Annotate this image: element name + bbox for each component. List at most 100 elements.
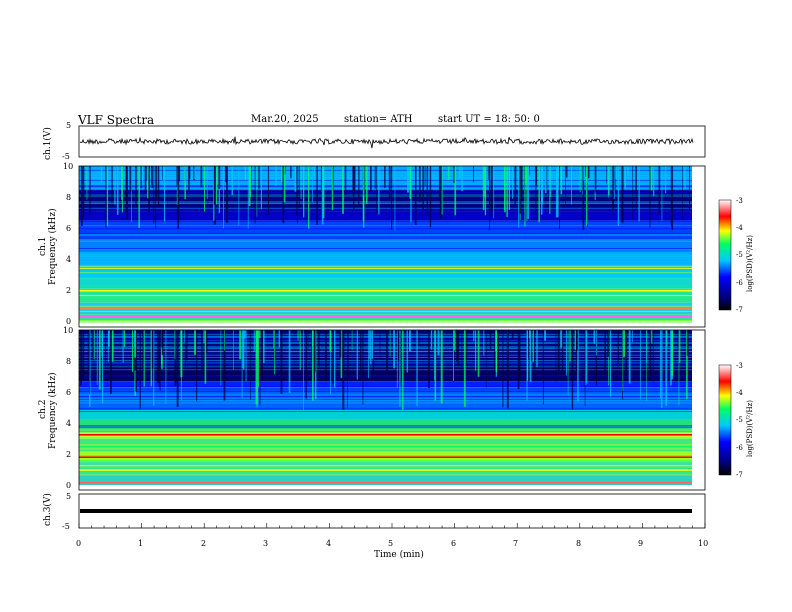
- spectrogram-sferic: [144, 166, 147, 194]
- spectrogram-band: [79, 485, 692, 490]
- spectrogram-sferic: [485, 330, 487, 388]
- spectrogram-sferic: [533, 330, 535, 376]
- spectrogram-sferic: [569, 330, 571, 362]
- spectrogram-sferic: [428, 330, 430, 389]
- spectrogram-sferic: [188, 166, 191, 179]
- spectrogram-sferic: [473, 330, 475, 342]
- spectrogram-sferic: [632, 330, 633, 343]
- spectrogram-band: [79, 474, 692, 486]
- spectrogram-line: [79, 300, 692, 302]
- spectrogram-sferic: [282, 166, 285, 223]
- spectrogram-line: [79, 385, 692, 387]
- spectrogram-sferic: [397, 330, 400, 361]
- spectrogram-sferic: [608, 330, 610, 386]
- ch2-colorbar-tick: -6: [736, 444, 743, 452]
- spectrogram-sferic: [438, 166, 440, 198]
- spectrogram-sferic: [686, 330, 689, 356]
- ch2-colorbar: [718, 364, 732, 476]
- spectrogram-sferic: [454, 166, 457, 216]
- spectrogram-sferic: [684, 166, 686, 190]
- spectrogram-sferic: [504, 166, 506, 213]
- spectrogram-line: [79, 194, 692, 196]
- spectrogram-line: [79, 333, 692, 335]
- spectrogram-line: [79, 356, 692, 358]
- spectrogram-sferic: [100, 166, 103, 183]
- spectrogram-sferic: [686, 330, 688, 400]
- spectrogram-sferic: [527, 330, 529, 358]
- spectrogram-sferic: [296, 166, 298, 216]
- spectrogram-sferic: [610, 330, 612, 397]
- spectrogram-line: [79, 239, 692, 240]
- spectrogram-sferic: [164, 166, 166, 222]
- spectrogram-line: [79, 435, 692, 437]
- ch1-colorbar-tick: -3: [736, 197, 743, 205]
- spectrogram-sferic: [640, 330, 641, 400]
- spectrogram-sferic: [297, 330, 299, 341]
- spectrogram-sferic: [617, 166, 619, 227]
- spectrogram-line: [79, 468, 692, 469]
- spectrogram-sferic: [406, 330, 408, 373]
- spectrogram-line: [79, 255, 692, 257]
- spectrogram-band: [79, 278, 692, 289]
- spectrogram-line: [79, 248, 692, 250]
- x-tick-label: 7: [513, 539, 519, 548]
- spectrogram-sferic: [489, 166, 491, 181]
- spectrogram-sferic: [200, 166, 203, 188]
- spectrogram-line: [79, 348, 692, 350]
- spectrogram-sferic: [110, 330, 112, 394]
- x-tick-label: 4: [326, 539, 332, 548]
- ch1-colorbar-tick: -7: [736, 306, 743, 314]
- spectrogram-sferic: [223, 166, 224, 229]
- spectrogram-line: [79, 335, 692, 337]
- spectrogram-sferic: [108, 330, 110, 347]
- spectrogram-sferic: [514, 166, 516, 205]
- spectrogram-sferic: [658, 166, 661, 216]
- spectrogram-sferic: [386, 330, 388, 372]
- spectrogram-sferic: [394, 166, 396, 231]
- spectrogram-sferic: [320, 166, 322, 195]
- spectrogram-sferic: [393, 330, 395, 369]
- spectrogram-line: [79, 220, 692, 222]
- spectrogram-sferic: [135, 330, 137, 392]
- spectrogram-sferic: [646, 330, 647, 402]
- spectrogram-sferic: [555, 166, 558, 218]
- spectrogram-sferic: [594, 166, 597, 193]
- spectrogram-sferic: [300, 166, 302, 199]
- spectrogram-sferic: [294, 166, 297, 192]
- spectrogram-sferic: [259, 330, 261, 405]
- spectrogram-sferic: [612, 166, 614, 211]
- spectrogram-sferic: [527, 330, 529, 381]
- spectrogram-sferic: [453, 330, 454, 381]
- spectrogram-sferic: [126, 166, 128, 219]
- spectrogram-sferic: [544, 330, 546, 341]
- spectrogram-sferic: [388, 166, 391, 200]
- spectrogram-sferic: [312, 330, 314, 401]
- spectrogram-sferic: [531, 330, 532, 361]
- spectrogram-line: [79, 319, 692, 321]
- spectrogram-line: [79, 460, 692, 461]
- spectrogram-sferic: [566, 330, 567, 376]
- spectrogram-line: [79, 471, 692, 473]
- spectrogram-sferic: [132, 330, 133, 372]
- spectrogram-line: [79, 317, 692, 319]
- spectrogram-sferic: [213, 166, 216, 205]
- spectrogram-line: [79, 353, 692, 355]
- spectrogram-sferic: [484, 166, 486, 198]
- spectrogram-sferic: [396, 330, 398, 388]
- spectrogram-sferic: [399, 330, 401, 407]
- spectrogram-sferic: [218, 166, 221, 189]
- spectrogram-sferic: [661, 330, 663, 408]
- spectrogram-sferic: [89, 330, 90, 394]
- spectrogram-line: [79, 366, 692, 368]
- spectrogram-sferic: [204, 330, 207, 384]
- spectrogram-line: [79, 192, 692, 193]
- spectrogram-line: [79, 400, 692, 402]
- ch2-spec-ytick: 6: [66, 388, 72, 397]
- spectrogram-sferic: [409, 330, 411, 352]
- spectrogram-sferic: [250, 330, 251, 400]
- spectrogram-sferic: [517, 330, 520, 389]
- spectrogram-sferic: [105, 166, 107, 228]
- ch3-waveform-panel: [78, 493, 706, 529]
- spectrogram-line: [79, 264, 692, 266]
- x-tick-label: 3: [263, 539, 269, 548]
